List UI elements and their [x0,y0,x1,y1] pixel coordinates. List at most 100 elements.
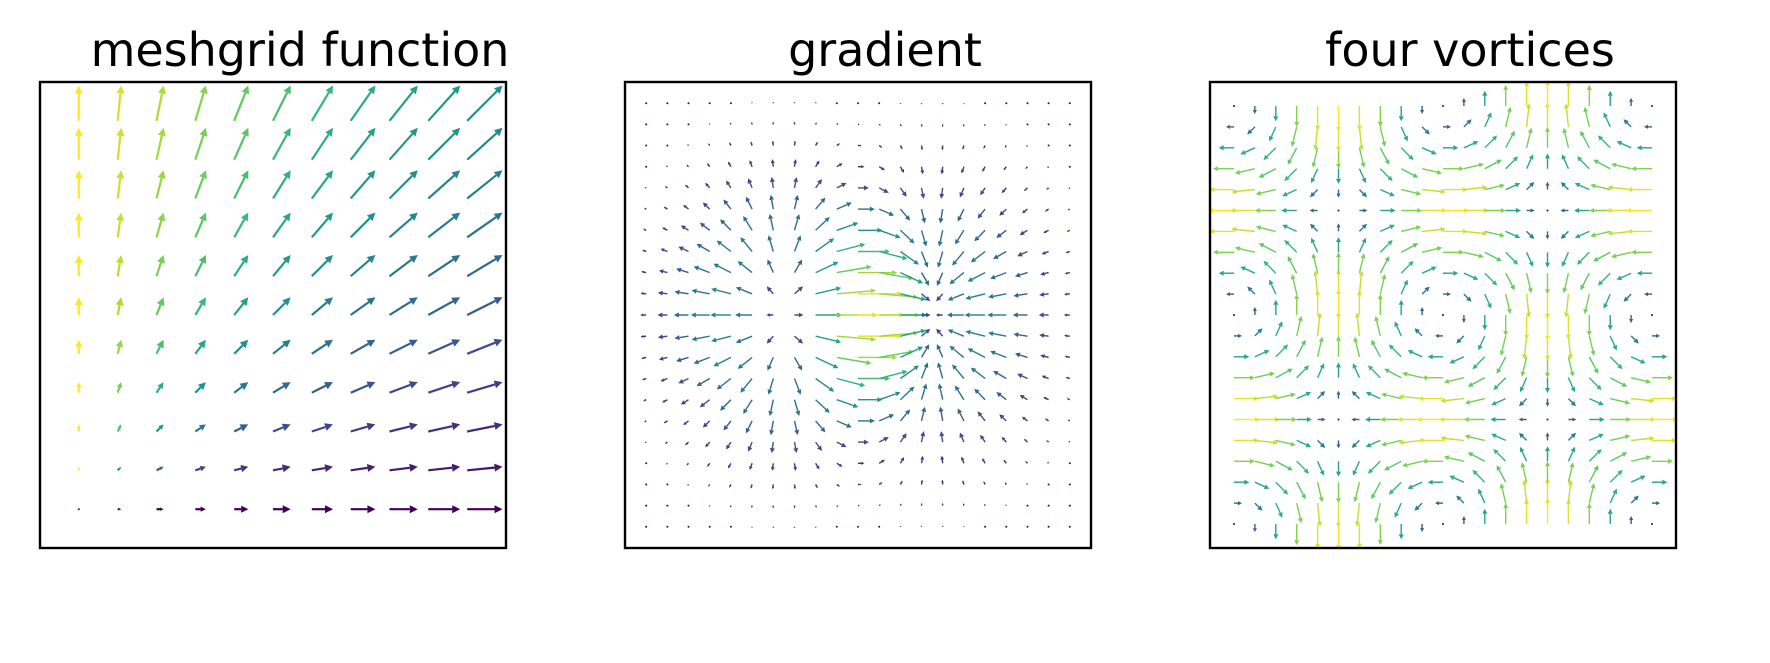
quiver-arrow [1491,433,1506,442]
quiver-arrow [899,208,911,221]
quiver-arrow [751,122,753,125]
quiver-arrow [964,312,986,318]
quiver-arrow [1401,188,1422,196]
quiver-arrow [768,213,774,231]
quiver-arrow [793,140,796,146]
quiver-arrow [1421,286,1430,295]
quiver-arrow [676,356,689,363]
quiver-arrow [1482,90,1488,106]
quiver-arrow [1588,483,1596,504]
quiver-arrow [116,170,125,199]
quiver-arrow [878,187,889,193]
axes-frame [623,80,1093,550]
quiver-arrow [878,144,883,148]
quiver-arrow [234,505,249,513]
quiver-arrow [1443,145,1459,151]
arrows [1208,80,1678,550]
quiver-arrow [952,364,965,379]
quiver-arrow [696,377,711,387]
quiver-arrow [705,441,711,448]
quiver-arrow [749,160,753,167]
quiver-arrow [687,144,690,146]
quiver-arrow [814,484,818,489]
quiver-arrow [1461,516,1466,524]
quiver-arrow [116,382,123,394]
quiver-arrow [793,121,796,125]
quiver-arrow [1525,273,1533,294]
quiver-arrow [940,166,945,175]
quiver-arrow [878,391,901,401]
quiver-arrow [726,441,732,450]
quiver-arrow [674,335,689,341]
quiver-arrow [1026,123,1029,126]
quiver-arrow [1577,156,1590,170]
quiver-arrow [194,255,206,277]
quiver-arrow [1607,90,1613,106]
quiver-arrow [1225,292,1234,297]
quiver-arrow [1522,335,1528,360]
quiver-arrow [427,127,461,161]
quiver-arrow [116,127,125,160]
quiver-arrow [1269,126,1277,142]
quiver-arrow [1588,356,1599,374]
quiver-arrow [794,286,804,295]
quiver-arrow [1273,106,1279,122]
quiver-arrow [1296,365,1309,379]
quiver-arrow [1520,462,1528,483]
quiver-arrow [1519,398,1528,407]
quiver-arrow [1418,437,1443,443]
quiver-arrow [1545,273,1550,295]
quiver-arrow [233,85,250,122]
quiver-arrow [1398,439,1423,445]
quiver-arrow [1388,344,1402,358]
quiver-arrow [996,392,1007,401]
quiver-arrow [1336,189,1341,198]
quiver-arrow [691,288,710,295]
quiver-arrow [311,382,333,394]
quiver-arrow [1282,188,1297,197]
quiver-arrow [272,170,291,200]
quiver-arrow [1003,166,1007,171]
quiver-arrow [1022,416,1028,422]
quiver-arrow [920,455,925,464]
quiver-arrow [1520,356,1528,377]
quiver-arrow [1388,481,1402,495]
quiver-arrow [1040,271,1049,276]
quiver-arrow [1269,279,1277,295]
quiver-arrow [1281,208,1297,213]
quiver-arrow [1519,446,1528,462]
quiver-arrow [815,286,842,295]
quiver-arrow [1607,315,1613,331]
quiver-arrow [1047,144,1050,147]
quiver-arrow [1063,313,1070,317]
quiver-arrow [1233,105,1235,107]
quiver-arrow [793,526,796,529]
quiver-arrow [272,423,291,433]
quiver-arrow [1013,292,1028,298]
quiver-arrow [1273,299,1279,315]
quiver-arrow [1275,481,1289,495]
quiver-arrow [735,286,753,295]
quiver-arrow [115,255,124,277]
quiver-arrow [858,461,865,465]
quiver-arrow [1017,373,1028,380]
quiver-arrow [949,345,965,358]
quiver-arrow [879,250,908,260]
quiver-arrow [1296,439,1312,448]
quiver-arrow [751,101,753,104]
quiver-arrow [1064,355,1070,359]
quiver-arrow [1443,270,1459,276]
quiver-arrow [1443,377,1465,384]
quiver-arrow [1400,147,1414,161]
quiver-arrow [1040,354,1049,359]
quiver-arrow [1505,208,1521,213]
quiver-arrow [899,229,915,244]
quiver-arrow [1045,418,1049,422]
quiver-arrow [1358,189,1367,198]
quiver-arrow [1589,433,1604,442]
quiver-arrow [1310,223,1319,232]
quiver-arrow [233,127,249,161]
quiver-arrow [1400,260,1414,274]
quiver-arrow [1038,312,1049,318]
quiver-arrow [1284,239,1298,253]
